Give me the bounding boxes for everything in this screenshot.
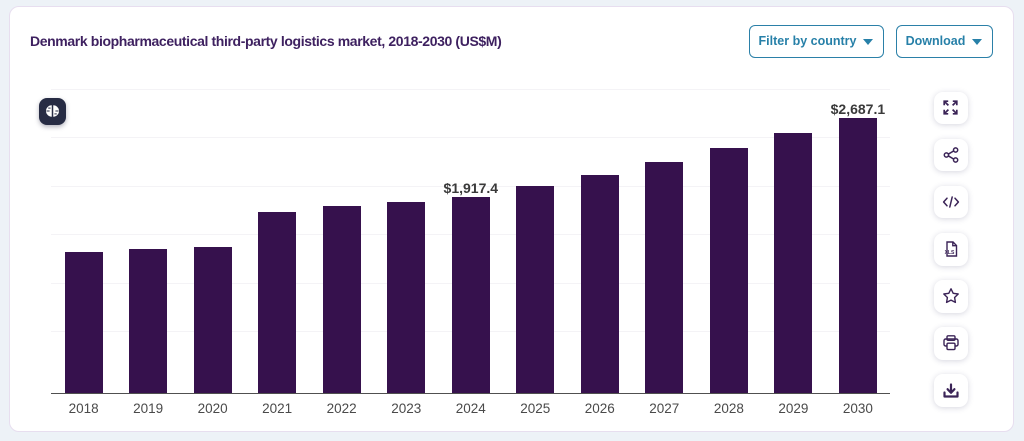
- svg-text:XLS: XLS: [944, 250, 954, 256]
